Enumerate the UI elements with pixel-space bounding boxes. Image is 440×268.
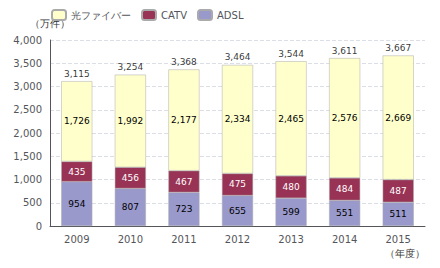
svg-text:480: 480 <box>282 182 299 192</box>
svg-text:4,000: 4,000 <box>13 35 42 46</box>
svg-text:2010: 2010 <box>118 234 143 245</box>
svg-text:2,669: 2,669 <box>385 113 411 123</box>
svg-text:551: 551 <box>336 208 353 218</box>
svg-text:954: 954 <box>68 199 85 209</box>
svg-text:ADSL: ADSL <box>217 10 244 21</box>
svg-text:2009: 2009 <box>64 234 89 245</box>
svg-text:484: 484 <box>336 184 353 194</box>
svg-text:（年度）: （年度） <box>385 248 425 259</box>
svg-text:2,000: 2,000 <box>13 128 42 139</box>
svg-text:456: 456 <box>122 173 139 183</box>
svg-text:2015: 2015 <box>385 234 410 245</box>
svg-text:2,465: 2,465 <box>278 114 304 124</box>
svg-text:655: 655 <box>229 206 246 216</box>
svg-text:2012: 2012 <box>225 234 250 245</box>
svg-text:1,992: 1,992 <box>117 116 143 126</box>
svg-text:1,726: 1,726 <box>64 116 90 126</box>
svg-text:1,000: 1,000 <box>13 174 42 185</box>
svg-text:3,000: 3,000 <box>13 81 42 92</box>
svg-text:光ファイバー: 光ファイバー <box>71 10 131 21</box>
svg-text:CATV: CATV <box>161 10 187 21</box>
svg-text:2013: 2013 <box>278 234 303 245</box>
svg-text:511: 511 <box>390 209 407 219</box>
svg-text:2014: 2014 <box>332 234 357 245</box>
svg-text:467: 467 <box>175 177 192 187</box>
svg-text:3,667: 3,667 <box>385 43 411 53</box>
svg-text:3,464: 3,464 <box>225 52 251 62</box>
svg-text:0: 0 <box>36 221 42 232</box>
svg-text:2,334: 2,334 <box>225 114 251 124</box>
svg-text:2,177: 2,177 <box>171 115 197 125</box>
svg-text:1,500: 1,500 <box>13 151 42 162</box>
svg-text:2,576: 2,576 <box>332 113 358 123</box>
svg-text:3,115: 3,115 <box>64 69 90 79</box>
svg-text:435: 435 <box>68 167 85 177</box>
svg-text:3,254: 3,254 <box>117 62 143 72</box>
svg-text:723: 723 <box>175 204 192 214</box>
svg-text:3,611: 3,611 <box>332 46 358 56</box>
svg-text:487: 487 <box>390 186 407 196</box>
svg-text:475: 475 <box>229 179 246 189</box>
svg-text:（万件）: （万件） <box>30 17 70 29</box>
svg-text:2,500: 2,500 <box>13 104 42 115</box>
svg-text:599: 599 <box>282 207 299 217</box>
svg-text:3,368: 3,368 <box>171 57 197 67</box>
svg-text:500: 500 <box>23 197 42 208</box>
svg-text:3,500: 3,500 <box>13 58 42 69</box>
svg-text:2011: 2011 <box>171 234 196 245</box>
svg-text:3,544: 3,544 <box>278 49 304 59</box>
svg-text:807: 807 <box>122 202 139 212</box>
